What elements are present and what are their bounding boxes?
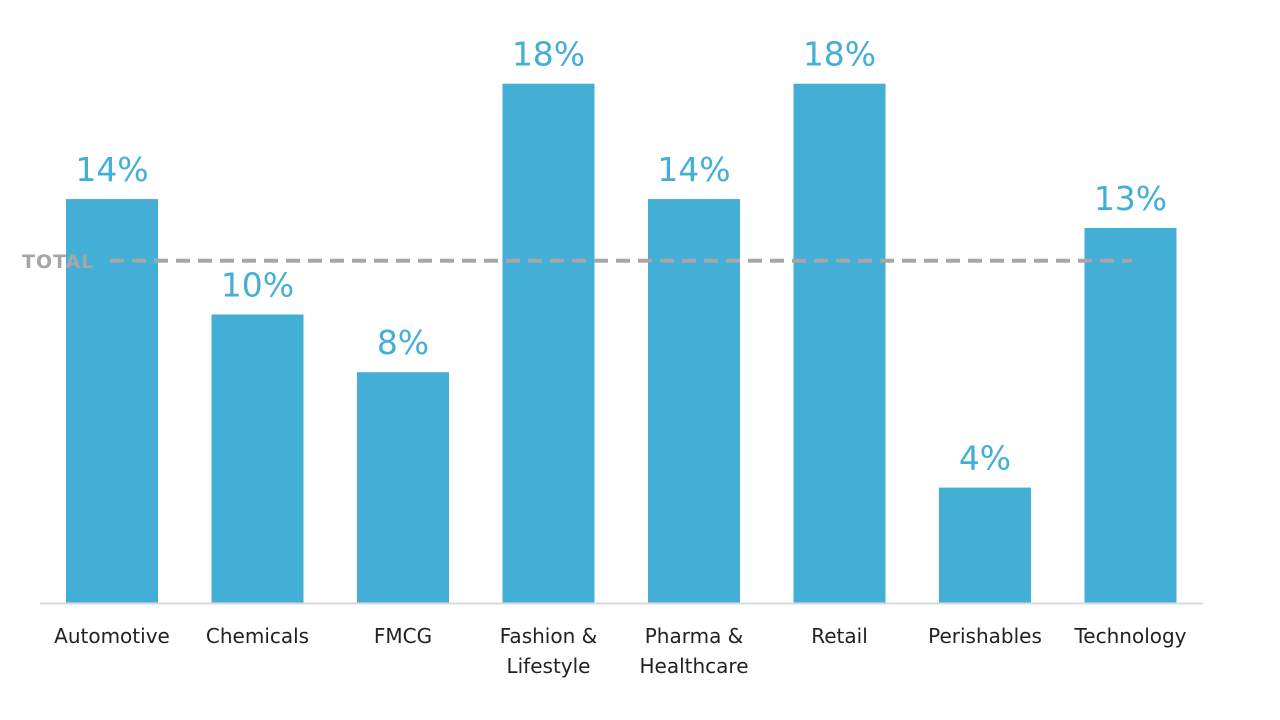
category-label: Fashion & Lifestyle bbox=[500, 624, 597, 678]
category-label-line: Fashion & bbox=[500, 624, 597, 648]
value-labels-group: 14% 10% 8% 18% 14% 18% 4% 13% bbox=[75, 35, 1167, 478]
category-label-line: Chemicals bbox=[206, 624, 309, 648]
bar-value-label: 13% bbox=[1094, 179, 1167, 218]
category-label-line: FMCG bbox=[374, 624, 432, 648]
bar-value-label: 18% bbox=[512, 35, 585, 74]
category-label: Perishables bbox=[928, 624, 1042, 648]
category-label: Technology bbox=[1073, 624, 1186, 648]
category-label: FMCG bbox=[374, 624, 432, 648]
bar-value-label: 18% bbox=[803, 35, 876, 74]
category-label: Automotive bbox=[54, 624, 170, 648]
bar bbox=[211, 314, 304, 603]
bar bbox=[793, 83, 886, 603]
category-label: Pharma & Healthcare bbox=[639, 624, 748, 678]
category-labels-group: Automotive Chemicals FMCG Fashion & Lifestyl… bbox=[54, 624, 1187, 678]
bar bbox=[502, 83, 595, 603]
bar-value-label: 14% bbox=[75, 150, 148, 189]
bar-value-label: 14% bbox=[657, 150, 730, 189]
bar bbox=[66, 199, 158, 603]
bar bbox=[1084, 227, 1177, 603]
total-reference-label: TOTAL bbox=[22, 251, 94, 273]
bar-value-label: 4% bbox=[959, 439, 1011, 478]
category-label-line: Perishables bbox=[928, 624, 1042, 648]
bar bbox=[648, 199, 740, 603]
category-label-line: Healthcare bbox=[639, 654, 748, 678]
category-label-line: Retail bbox=[811, 624, 868, 648]
category-label-line: Lifestyle bbox=[506, 654, 590, 678]
category-label-line: Technology bbox=[1073, 624, 1186, 648]
bar bbox=[939, 487, 1031, 603]
category-label-line: Pharma & bbox=[645, 624, 744, 648]
bar-value-label: 10% bbox=[221, 266, 294, 305]
category-label: Retail bbox=[811, 624, 868, 648]
bars-group bbox=[66, 83, 1177, 603]
bar-value-label: 8% bbox=[377, 323, 429, 362]
category-label: Chemicals bbox=[206, 624, 309, 648]
bar bbox=[357, 372, 449, 603]
category-label-line: Automotive bbox=[54, 624, 170, 648]
